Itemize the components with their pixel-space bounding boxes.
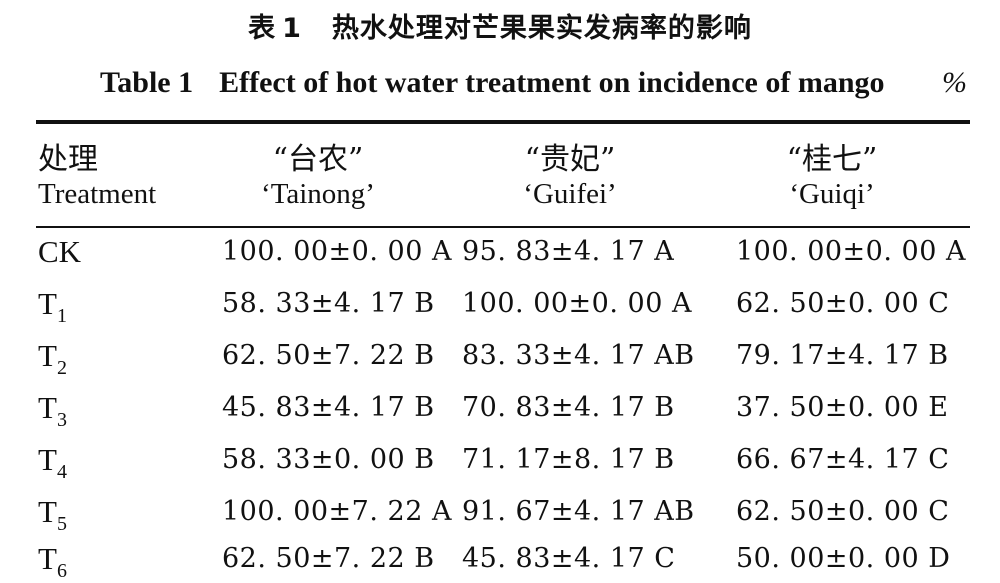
row-label: CK [38,234,82,269]
cell-guifei: 83. 33±4. 17 AB [462,340,695,371]
cell-guiqi: 50. 00±0. 00 D [736,543,951,574]
cell-guifei: 71. 17±8. 17 B [462,444,675,475]
row-label: T2 [38,338,67,379]
cell-guifei: 70. 83±4. 17 B [462,392,675,423]
cell-guifei: 100. 00±0. 00 A [462,288,692,319]
unit-label: % [942,66,967,99]
cell-tainong: 100. 00±0. 00 A [222,236,452,267]
table-title-cn: 表 1 热水处理对芒果果实发病率的影响 [0,6,1000,45]
cell-guiqi: 62. 50±0. 00 C [736,288,950,319]
header-treatment-cn: 处理 [38,142,98,177]
table-header-rule [36,226,970,228]
row-label: T3 [38,390,67,431]
cell-tainong: 100. 00±7. 22 A [222,496,452,527]
table-title-en-label: Table 1 [100,66,194,99]
header-col-guifei-en: ‘Guifei’ [523,178,617,210]
cell-guiqi: 37. 50±0. 00 E [736,392,949,423]
cell-tainong: 45. 83±4. 17 B [222,392,435,423]
table-title-cn-text: 热水处理对芒果果实发病率的影响 [331,13,752,44]
header-col-guifei-cn: “贵妃” [524,142,616,177]
cell-tainong: 58. 33±0. 00 B [222,444,435,475]
cell-tainong: 62. 50±7. 22 B [222,543,435,574]
row-label: T1 [38,286,67,327]
table-title-cn-number: 1 [282,13,302,44]
header-col-tainong-en: ‘Tainong’ [261,178,375,210]
header-col-guiqi-en: ‘Guiqi’ [789,178,875,210]
table-top-rule [36,120,970,124]
table-title-en-text: Effect of hot water treatment on inciden… [219,66,885,99]
cell-tainong: 62. 50±7. 22 B [222,340,435,371]
table-title-en: Table 1 Effect of hot water treatment on … [100,66,885,100]
row-label: T5 [38,494,67,535]
cell-guifei: 95. 83±4. 17 A [462,236,675,267]
header-col-tainong-cn: “台农” [272,142,364,177]
cell-tainong: 58. 33±4. 17 B [222,288,435,319]
row-label: T4 [38,442,67,483]
cell-guiqi: 79. 17±4. 17 B [736,340,949,371]
cell-guifei: 45. 83±4. 17 C [462,543,676,574]
cell-guifei: 91. 67±4. 17 AB [462,496,695,527]
cell-guiqi: 66. 67±4. 17 C [736,444,950,475]
cell-guiqi: 100. 00±0. 00 A [736,236,966,267]
row-label: T6 [38,541,67,582]
header-treatment-en: Treatment [38,178,157,210]
cell-guiqi: 62. 50±0. 00 C [736,496,950,527]
table-title-cn-label: 表 [248,13,277,44]
header-col-guiqi-cn: “桂七” [786,142,878,177]
